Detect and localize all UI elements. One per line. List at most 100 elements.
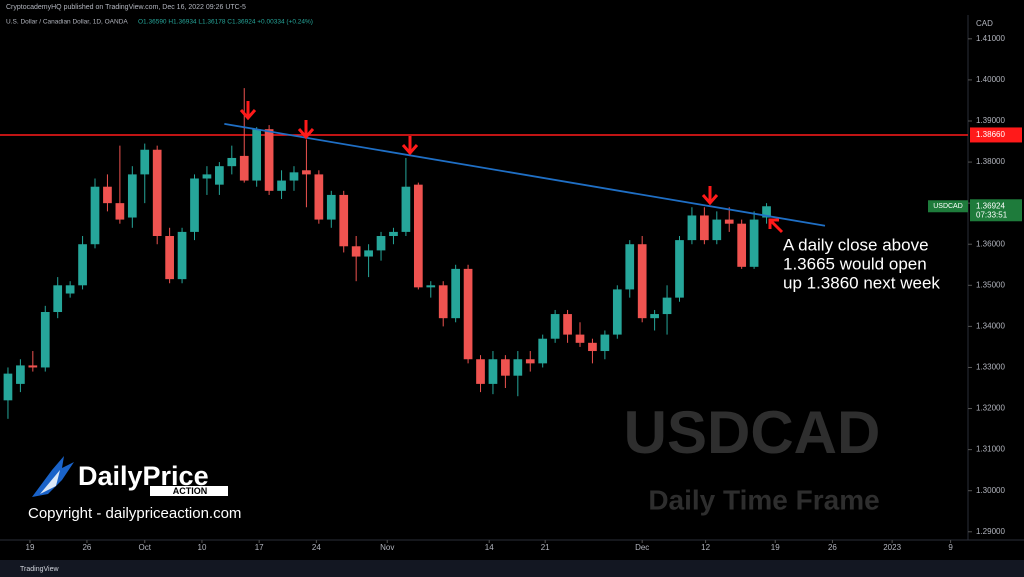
candle-body — [302, 170, 311, 175]
candle-body — [637, 244, 647, 319]
candle-body — [612, 289, 622, 335]
y-tick-label: 1.33000 — [976, 363, 1005, 372]
arrows — [239, 101, 784, 234]
arrow — [401, 136, 419, 156]
annotation-line: up 1.3860 next week — [783, 273, 940, 292]
footer: TradingView — [20, 566, 59, 573]
watermark-title: USDCAD — [624, 399, 881, 466]
candle-body — [550, 314, 560, 339]
candle-body — [326, 194, 336, 220]
x-tick-label: 19 — [771, 543, 780, 552]
candle-body — [513, 359, 523, 376]
candle-body — [3, 373, 13, 401]
candle-body — [252, 129, 262, 181]
x-tick-label: 26 — [828, 543, 837, 552]
x-tick-label: 17 — [255, 543, 264, 552]
candle-body — [675, 240, 684, 298]
candle-body — [376, 236, 386, 251]
candle-body — [264, 129, 274, 191]
candle-body — [314, 174, 324, 220]
candle-body — [215, 166, 224, 185]
candle-body — [476, 359, 485, 384]
candle-body — [600, 334, 610, 352]
arrow — [239, 101, 257, 121]
candle-body — [103, 186, 112, 204]
candle-body — [525, 359, 535, 364]
candle-body — [351, 246, 361, 257]
footer-bar — [0, 560, 1024, 577]
candle-body — [289, 172, 299, 181]
y-tick-label: 1.34000 — [976, 321, 1005, 330]
publisher: CryptocademyHQ published on TradingView.… — [6, 4, 246, 11]
candle-body — [140, 149, 150, 175]
y-tick-label: 1.30000 — [976, 486, 1005, 495]
x-tick-label: 9 — [948, 543, 953, 552]
candle-body — [401, 186, 411, 232]
y-tick-label: 1.32000 — [976, 404, 1005, 413]
y-tick-label: 1.29000 — [976, 527, 1005, 536]
countdown: 07:33:51 — [976, 210, 1008, 219]
y-axis-title: CAD — [976, 19, 993, 28]
symbol-box — [928, 200, 968, 213]
logo-highlight — [40, 470, 60, 494]
x-tick-label: 2023 — [883, 543, 901, 552]
candle-body — [339, 194, 349, 247]
copyright: Copyright - dailypriceaction.com — [28, 505, 241, 522]
candle-body — [152, 149, 162, 237]
candle-body — [127, 174, 137, 218]
annotation-line: A daily close above — [783, 235, 929, 254]
candle-body — [538, 338, 548, 364]
x-tick-label: Nov — [380, 543, 394, 552]
arrow — [297, 120, 315, 140]
candle-body — [277, 180, 286, 191]
candle-body — [488, 359, 498, 384]
trend-line — [224, 122, 826, 227]
candle-body — [712, 219, 722, 241]
candle-body — [177, 231, 187, 280]
y-tick-label: 1.41000 — [976, 34, 1005, 43]
candle-body — [389, 231, 398, 237]
x-tick-label: 14 — [485, 543, 494, 552]
candle-body — [438, 285, 448, 319]
candle-body — [426, 285, 436, 288]
candle-body — [575, 334, 585, 343]
logo-mark — [32, 456, 74, 497]
candle-body — [202, 174, 212, 179]
candle-body — [239, 155, 249, 181]
candle-body — [165, 236, 174, 280]
candle-body — [662, 297, 672, 315]
candle-body — [737, 223, 747, 267]
candle-body — [724, 219, 734, 224]
candle-body — [588, 342, 597, 352]
x-tick-label: 24 — [312, 543, 321, 552]
y-tick-label: 1.38000 — [976, 157, 1005, 166]
x-tick-label: Oct — [139, 543, 152, 552]
y-tick-label: 1.35000 — [976, 280, 1005, 289]
x-tick-label: 10 — [198, 543, 207, 552]
x-tick-label: Dec — [635, 543, 649, 552]
candle-body — [40, 312, 50, 368]
symbol-info: U.S. Dollar / Canadian Dollar, 1D, OANDA — [6, 19, 128, 26]
candle-body — [762, 206, 771, 218]
last-price-label: 1.36924 — [976, 201, 1005, 210]
hline-label-box — [970, 127, 1022, 143]
y-tick-label: 1.31000 — [976, 445, 1005, 454]
candle-body — [78, 244, 87, 286]
x-tick-label: 26 — [82, 543, 91, 552]
candle-body — [463, 268, 473, 360]
y-tick-label: 1.40000 — [976, 75, 1005, 84]
candle-body — [65, 285, 75, 294]
logo-tag-bar — [150, 486, 228, 496]
candle-body — [28, 365, 38, 368]
x-tick-label: 21 — [541, 543, 550, 552]
y-tick-label: 1.39000 — [976, 116, 1005, 125]
last-price-box — [970, 199, 1022, 222]
candle-body — [16, 365, 25, 384]
logo-tag: ACTION — [173, 486, 208, 496]
candle-body — [227, 157, 237, 167]
candle-body — [749, 219, 759, 267]
arrow — [701, 186, 719, 206]
